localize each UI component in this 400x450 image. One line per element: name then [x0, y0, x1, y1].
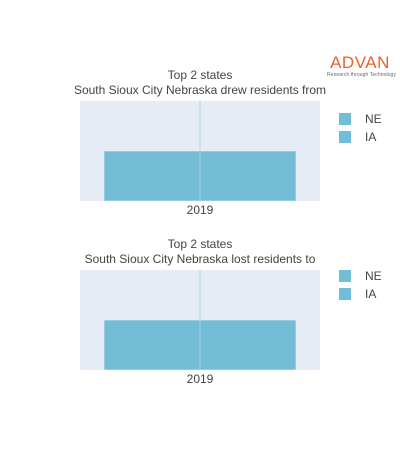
chart-2-bar-ia-2019 — [199, 319, 297, 371]
chart-1-title: Top 2 states — [168, 68, 233, 82]
logo-tagline: Research through Technology — [327, 72, 397, 78]
advan-logo: ADVAN Research through Technology — [327, 53, 397, 79]
chart-2-subtitle: South Sioux City Nebraska lost residents… — [85, 252, 316, 266]
chart-1-x-tick-label: 2019 — [187, 203, 214, 217]
chart-1-legend-label-ia: IA — [365, 130, 376, 144]
chart-1-legend-swatch-ne — [339, 113, 351, 125]
chart-2-x-tick-label: 2019 — [187, 372, 214, 386]
chart-1-legend-label-ne: NE — [365, 112, 382, 126]
chart-2-legend-swatch-ia — [339, 288, 351, 300]
chart-1-legend-swatch-ia — [339, 131, 351, 143]
chart-1-bar-ne-2019 — [103, 150, 201, 202]
chart-2-bar-ne-2019 — [103, 319, 201, 371]
chart-2-legend-label-ne: NE — [365, 269, 382, 283]
logo-wordmark: ADVAN — [330, 53, 390, 72]
chart-2-legend-label-ia: IA — [365, 287, 376, 301]
chart-2-legend-swatch-ne — [339, 270, 351, 282]
chart-1-bar-ia-2019 — [199, 150, 297, 202]
chart-2-title: Top 2 states — [168, 237, 233, 251]
chart-1-subtitle: South Sioux City Nebraska drew residents… — [74, 83, 326, 97]
